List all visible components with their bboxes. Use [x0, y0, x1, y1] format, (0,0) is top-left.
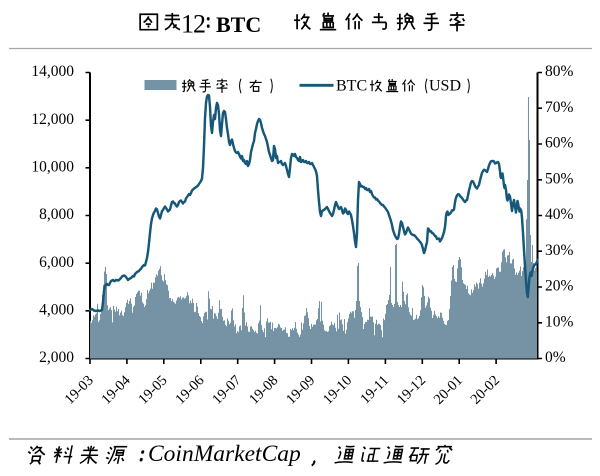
- svg-text:19-03: 19-03: [62, 373, 97, 408]
- svg-text:2,000: 2,000: [39, 349, 74, 366]
- svg-text:70%: 70%: [545, 99, 574, 116]
- svg-text:10%: 10%: [545, 313, 574, 330]
- svg-text:4,000: 4,000: [39, 302, 74, 319]
- svg-text:19-05: 19-05: [135, 373, 170, 408]
- svg-text:40%: 40%: [545, 206, 574, 223]
- svg-text:60%: 60%: [545, 135, 574, 152]
- svg-text:20-02: 20-02: [468, 373, 503, 408]
- svg-text:19-04: 19-04: [98, 372, 134, 408]
- svg-text:50%: 50%: [545, 170, 574, 187]
- svg-text:19-07: 19-07: [209, 373, 244, 408]
- svg-text:8,000: 8,000: [39, 206, 74, 223]
- svg-text:BTC: BTC: [216, 12, 261, 37]
- svg-text:0%: 0%: [545, 349, 566, 366]
- svg-text:19-10: 19-10: [320, 373, 355, 408]
- svg-text:USD: USD: [429, 78, 461, 95]
- svg-text:12,000: 12,000: [31, 111, 74, 128]
- svg-text:6,000: 6,000: [39, 254, 74, 271]
- svg-text:20-01: 20-01: [431, 373, 466, 408]
- svg-text:CoinMarketCap: CoinMarketCap: [148, 441, 301, 467]
- svg-text:BTC: BTC: [336, 78, 367, 95]
- svg-text:10,000: 10,000: [31, 159, 74, 176]
- svg-text:19-12: 19-12: [394, 373, 429, 408]
- svg-text:80%: 80%: [545, 63, 574, 80]
- svg-text:30%: 30%: [545, 242, 574, 259]
- svg-text:12: 12: [181, 10, 205, 39]
- svg-text:19-11: 19-11: [357, 373, 392, 408]
- svg-text:20%: 20%: [545, 278, 574, 295]
- svg-text:19-06: 19-06: [172, 373, 207, 408]
- svg-text:19-08: 19-08: [246, 373, 281, 408]
- svg-text:14,000: 14,000: [31, 63, 74, 80]
- svg-text:19-09: 19-09: [283, 373, 318, 408]
